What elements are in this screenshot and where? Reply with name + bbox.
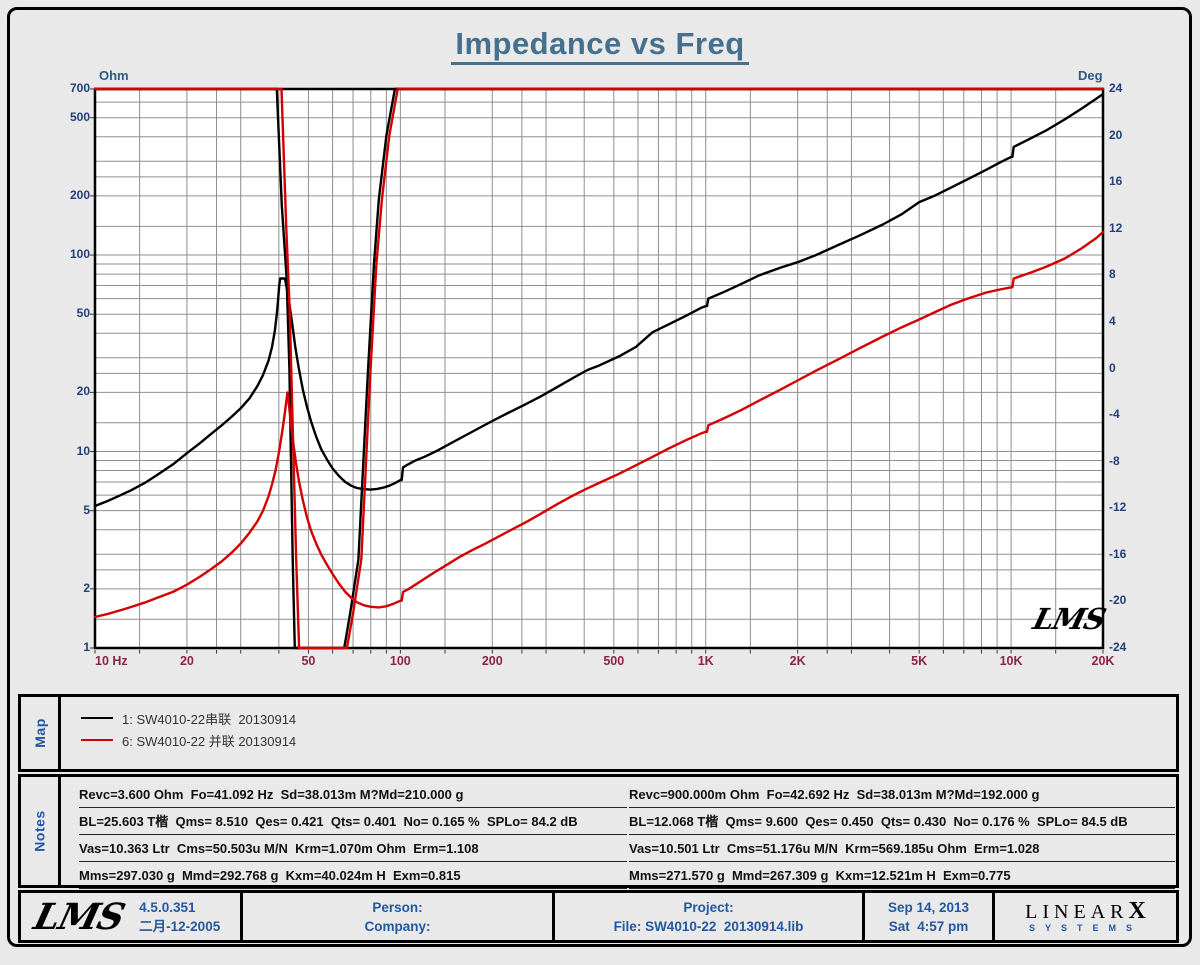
- app-version-date: 二月-12-2005: [139, 918, 221, 934]
- note-line: BL=12.068 T楷 Qms= 9.600 Qes= 0.450 Qts= …: [629, 811, 1175, 835]
- app-version: 4.5.0.351: [139, 899, 196, 915]
- y-right-tick-label: 4: [1109, 313, 1116, 328]
- x-axis-tick-label: 500: [603, 654, 625, 668]
- x-axis-tick-label: 1K: [697, 654, 714, 668]
- y-right-tick-label: -8: [1109, 453, 1120, 468]
- note-line: Mms=297.030 g Mmd=292.768 g Kxm=40.024m …: [79, 865, 627, 889]
- x-axis-tick-label: 10K: [999, 654, 1023, 668]
- y-right-tick-label: 16: [1109, 174, 1123, 189]
- y-left-tick-label: 100: [69, 247, 90, 262]
- map-section-label: Map: [21, 697, 61, 769]
- right-axis-unit-label: Deg: [1078, 68, 1103, 83]
- note-line: Revc=900.000m Ohm Fo=42.692 Hz Sd=38.013…: [629, 784, 1175, 808]
- note-line: Vas=10.501 Ltr Cms=51.176u M/N Krm=569.1…: [629, 838, 1175, 862]
- file-label: File: SW4010-22 20130914.lib: [613, 918, 804, 934]
- linearx-systems-text: SYSTEMS: [1028, 922, 1142, 933]
- note-line: BL=25.603 T楷 Qms= 8.510 Qes= 0.421 Qts= …: [79, 811, 627, 835]
- notes-section-label: Notes: [21, 777, 61, 885]
- y-right-tick-label: -16: [1109, 546, 1127, 561]
- left-axis-unit-label: Ohm: [99, 68, 129, 83]
- legend-label: 1: SW4010-22串联 20130914: [122, 711, 297, 727]
- map-section: Map 1: SW4010-22串联 20130914 6: SW4010-22…: [18, 694, 1179, 772]
- linearx-logo: LINEARX: [1025, 897, 1146, 924]
- footer-brand-cell: LINEARX SYSTEMS: [995, 893, 1176, 940]
- outer-frame: [7, 7, 1192, 947]
- x-axis-tick-label: 10 Hz: [95, 654, 128, 668]
- person-label: Person:: [372, 899, 423, 915]
- page-title: Impedance vs Freq: [0, 26, 1200, 65]
- page-title-text: Impedance vs Freq: [451, 26, 749, 65]
- footer-bar: LMS 4.5.0.351 二月-12-2005 Person: Company…: [18, 890, 1179, 943]
- note-line: Revc=3.600 Ohm Fo=41.092 Hz Sd=38.013m M…: [79, 784, 627, 808]
- y-left-tick-label: 1: [83, 640, 90, 654]
- x-axis-tick-label: 20: [179, 654, 194, 668]
- y-right-tick-label: 8: [1109, 267, 1116, 282]
- notes-section: Notes Revc=3.600 Ohm Fo=41.092 Hz Sd=38.…: [18, 774, 1179, 889]
- lms-watermark: LMS: [1029, 602, 1109, 636]
- notes-column-right: Revc=900.000m Ohm Fo=42.692 Hz Sd=38.013…: [629, 784, 1175, 892]
- legend: 1: SW4010-22串联 20130914 6: SW4010-22 并联 …: [81, 707, 296, 751]
- x-axis-tick-label: 5K: [911, 654, 928, 668]
- y-left-tick-label: 20: [76, 384, 90, 399]
- footer-person-cell: Person: Company:: [243, 893, 555, 940]
- footer-project-cell: Project: File: SW4010-22 20130914.lib: [555, 893, 865, 940]
- legend-item: 1: SW4010-22串联 20130914: [81, 707, 296, 729]
- lms-logo: LMS: [29, 895, 129, 938]
- x-axis-tick-label: 20K: [1091, 654, 1115, 668]
- note-line: Vas=10.363 Ltr Cms=50.503u M/N Krm=1.070…: [79, 838, 627, 862]
- y-right-tick-label: -4: [1109, 407, 1120, 422]
- y-left-tick-label: 50: [76, 306, 90, 321]
- y-left-tick-label: 2: [83, 580, 90, 595]
- y-right-tick-label: 20: [1109, 127, 1123, 142]
- x-axis-tick-label: 100: [389, 654, 411, 668]
- x-axis-tick-label: 2K: [789, 654, 806, 668]
- series-1-color-swatch: [81, 717, 113, 719]
- notes-column-left: Revc=3.600 Ohm Fo=41.092 Hz Sd=38.013m M…: [79, 784, 627, 892]
- y-right-tick-label: -12: [1109, 500, 1127, 515]
- legend-label: 6: SW4010-22 并联 20130914: [122, 733, 297, 749]
- series-6-color-swatch: [81, 739, 113, 741]
- report-date: Sep 14, 2013: [887, 899, 970, 915]
- x-axis-tick-label: 200: [481, 654, 503, 668]
- y-right-tick-label: 0: [1109, 360, 1116, 375]
- y-left-tick-label: 5: [83, 502, 90, 517]
- legend-item: 6: SW4010-22 并联 20130914: [81, 729, 296, 751]
- x-axis-tick-label: 50: [301, 654, 316, 668]
- company-label: Company:: [364, 918, 431, 934]
- project-label: Project:: [683, 899, 734, 915]
- note-line: Mms=271.570 g Mmd=267.309 g Kxm=12.521m …: [629, 865, 1175, 889]
- y-right-tick-label: 24: [1109, 81, 1123, 95]
- footer-version-cell: LMS 4.5.0.351 二月-12-2005: [21, 893, 243, 940]
- report-time: Sat 4:57 pm: [888, 918, 969, 934]
- y-left-tick-label: 700: [69, 81, 90, 95]
- y-right-tick-label: -24: [1109, 640, 1127, 654]
- y-left-tick-label: 500: [69, 109, 90, 124]
- footer-datetime-cell: Sep 14, 2013 Sat 4:57 pm: [865, 893, 995, 940]
- y-left-tick-label: 200: [69, 187, 90, 202]
- y-right-tick-label: 12: [1109, 220, 1123, 235]
- y-right-tick-label: -20: [1109, 593, 1127, 608]
- y-left-tick-label: 10: [76, 443, 90, 458]
